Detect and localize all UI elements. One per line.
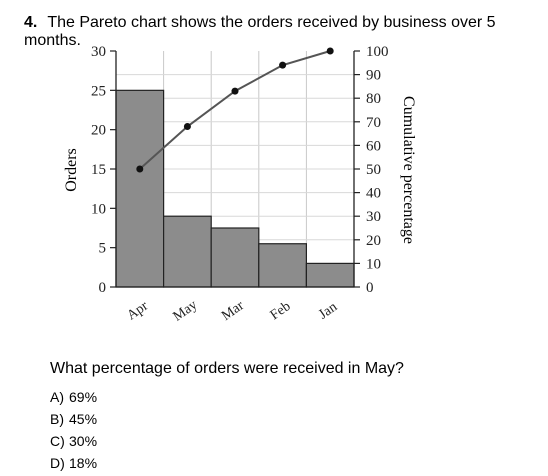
y2-tick-label: 20 [366, 233, 381, 249]
y2-tick-label: 30 [366, 209, 381, 225]
x-tick-label: Feb [268, 299, 294, 323]
bar-feb [258, 243, 307, 288]
choice-a[interactable]: A) 69% [50, 386, 97, 408]
cumulative-point-jan [326, 47, 334, 55]
cumulative-point-mar [231, 87, 239, 95]
y-tick-label: 30 [91, 44, 106, 60]
y2-tick-label: 40 [366, 186, 381, 202]
x-tick-label: May [171, 298, 201, 325]
choice-letter: D) [50, 455, 65, 471]
question-number: 4. [24, 14, 38, 31]
cumulative-line [136, 47, 334, 173]
y2-tick-label: 90 [366, 68, 381, 84]
y2-tick-label: 80 [366, 91, 381, 107]
cumulative-point-feb [279, 61, 287, 69]
y2-tick-label: 70 [366, 115, 381, 131]
cumulative-point-apr [136, 165, 144, 173]
x-tick-label: Mar [219, 298, 247, 324]
y2-tick-label: 0 [366, 280, 374, 296]
bar-apr [115, 89, 165, 288]
y-tick-label: 5 [99, 241, 107, 257]
cumulative-line-path [139, 50, 331, 170]
question-text: The Pareto chart shows the orders receiv… [24, 14, 496, 49]
x-tick-label: Jan [316, 300, 340, 323]
y2-tick-label: 100 [366, 44, 389, 60]
choice-c[interactable]: C) 30% [50, 430, 97, 452]
y2-axis-label: Cumulative percentage [400, 96, 417, 244]
pareto-chart: 0 5 10 15 20 25 30 0 10 20 30 40 50 60 70 80 90 100 Apr May… [63, 44, 417, 325]
bars [115, 89, 355, 288]
y-tick-label: 0 [99, 280, 107, 296]
choice-letter: A) [50, 389, 64, 405]
choice-text: 30% [69, 433, 98, 449]
y2-tick-label: 60 [366, 138, 381, 154]
question-header: 4. The Pareto chart shows the orders rece… [24, 14, 548, 50]
x-tick-label: Apr [125, 299, 152, 324]
cumulative-point-may [183, 123, 191, 131]
bar-may [163, 215, 212, 288]
choice-letter: C) [50, 433, 65, 449]
choice-text: 45% [69, 411, 98, 427]
y-tick-label: 25 [91, 83, 106, 99]
choice-text: 18% [69, 455, 98, 471]
y-axis-label: Orders [63, 148, 80, 192]
choice-d[interactable]: D) 18% [50, 452, 97, 474]
y2-tick-label: 10 [366, 256, 381, 272]
y2-tick-label: 50 [366, 162, 381, 178]
choice-text: 69% [69, 389, 98, 405]
choice-letter: B) [50, 411, 64, 427]
bar-jan [305, 262, 355, 288]
bar-mar [210, 227, 260, 288]
y-tick-label: 15 [91, 162, 106, 178]
y-tick-label: 10 [91, 201, 106, 217]
question-prompt: What percentage of orders were received … [50, 360, 404, 377]
y-tick-label: 20 [91, 123, 106, 139]
choice-b[interactable]: B) 45% [50, 408, 97, 430]
answer-choices: A) 69% B) 45% C) 30% D) 18% [50, 386, 97, 474]
